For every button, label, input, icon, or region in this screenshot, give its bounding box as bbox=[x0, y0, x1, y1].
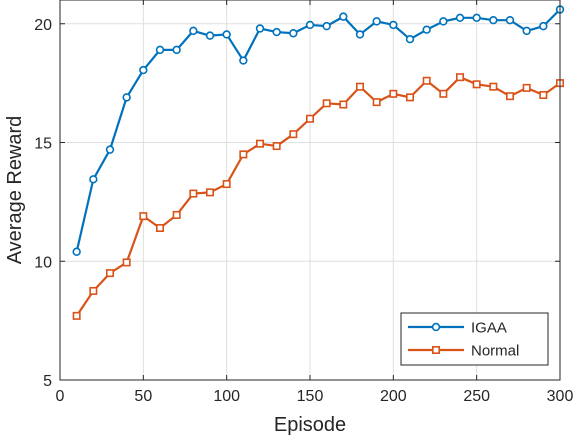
legend-marker-normal bbox=[431, 345, 440, 354]
data-point-normal bbox=[156, 224, 165, 233]
data-point-igaa bbox=[205, 31, 215, 40]
data-point-normal bbox=[455, 73, 464, 82]
data-point-igaa bbox=[422, 25, 431, 34]
data-point-normal bbox=[72, 311, 81, 320]
legend-label-igaa: IGAA bbox=[471, 320, 507, 337]
data-point-igaa bbox=[122, 93, 131, 102]
data-point-normal bbox=[289, 130, 298, 139]
x-tick-label: 150 bbox=[297, 388, 324, 405]
data-point-normal bbox=[122, 258, 131, 267]
series-normal bbox=[72, 73, 564, 320]
data-point-igaa bbox=[239, 56, 248, 65]
data-point-igaa bbox=[355, 30, 365, 39]
data-point-igaa bbox=[255, 24, 265, 33]
series-igaa bbox=[72, 5, 565, 256]
grid-lines bbox=[60, 0, 560, 380]
data-point-igaa bbox=[139, 65, 148, 75]
data-point-igaa bbox=[105, 145, 115, 154]
data-point-normal bbox=[272, 142, 281, 151]
data-point-normal bbox=[222, 180, 231, 189]
y-axis-label: Average Reward bbox=[4, 116, 26, 265]
data-point-normal bbox=[505, 92, 514, 101]
y-tick-label: 10 bbox=[34, 254, 52, 271]
data-point-igaa bbox=[489, 15, 498, 25]
x-tick-label: 250 bbox=[463, 388, 490, 405]
tick-labels: 0 50 100 150 200 250 300 5 10 15 20 bbox=[34, 0, 573, 405]
data-point-igaa bbox=[455, 13, 465, 23]
data-point-igaa bbox=[222, 30, 231, 39]
data-point-igaa bbox=[389, 20, 398, 30]
data-point-normal bbox=[522, 83, 531, 92]
data-point-normal bbox=[339, 100, 348, 109]
data-point-normal bbox=[239, 150, 248, 159]
x-tick-label: 50 bbox=[134, 388, 152, 405]
x-tick-label: 300 bbox=[547, 388, 574, 405]
data-point-normal bbox=[372, 98, 381, 107]
data-point-normal bbox=[405, 93, 414, 102]
data-point-normal bbox=[439, 89, 448, 98]
x-tick-label: 0 bbox=[56, 388, 65, 405]
data-point-igaa bbox=[472, 13, 481, 23]
data-point-normal bbox=[255, 139, 264, 148]
series-layer bbox=[72, 5, 565, 320]
data-point-igaa bbox=[289, 29, 298, 38]
data-point-igaa bbox=[305, 20, 315, 30]
data-point-normal bbox=[539, 91, 548, 100]
x-tick-label: 100 bbox=[213, 388, 240, 405]
data-point-igaa bbox=[89, 175, 98, 184]
data-point-igaa bbox=[189, 26, 198, 36]
data-point-normal bbox=[305, 114, 314, 123]
data-point-igaa bbox=[539, 21, 548, 31]
data-point-normal bbox=[139, 212, 148, 221]
y-tick-label: 20 bbox=[34, 17, 52, 34]
data-point-normal bbox=[172, 210, 181, 219]
data-point-normal bbox=[189, 189, 198, 198]
data-point-igaa bbox=[155, 45, 165, 55]
data-point-igaa bbox=[272, 27, 281, 37]
data-point-normal bbox=[206, 188, 215, 197]
data-point-normal bbox=[355, 82, 364, 91]
data-point-igaa bbox=[405, 34, 415, 44]
data-point-normal bbox=[422, 76, 431, 85]
data-point-igaa bbox=[439, 17, 448, 26]
data-point-igaa bbox=[339, 12, 348, 21]
data-point-igaa bbox=[372, 17, 381, 26]
data-point-normal bbox=[472, 80, 481, 89]
data-point-igaa bbox=[72, 247, 81, 256]
x-tick-label: 200 bbox=[380, 388, 407, 405]
legend-label-normal: Normal bbox=[471, 343, 519, 360]
data-point-igaa bbox=[322, 21, 331, 31]
data-point-normal bbox=[89, 286, 98, 295]
x-axis-label: Episode bbox=[274, 414, 346, 436]
y-tick-label: 15 bbox=[34, 136, 52, 153]
data-point-igaa bbox=[505, 15, 515, 25]
y-tick-label: 5 bbox=[43, 373, 52, 390]
data-point-normal bbox=[489, 82, 498, 91]
data-point-normal bbox=[389, 89, 398, 98]
legend: IGAA Normal bbox=[400, 312, 549, 366]
legend-marker-igaa bbox=[431, 322, 441, 332]
data-point-igaa bbox=[522, 26, 531, 36]
data-point-normal bbox=[106, 269, 115, 278]
legend-box bbox=[400, 312, 549, 366]
data-point-igaa bbox=[172, 45, 181, 55]
data-point-normal bbox=[322, 99, 331, 108]
